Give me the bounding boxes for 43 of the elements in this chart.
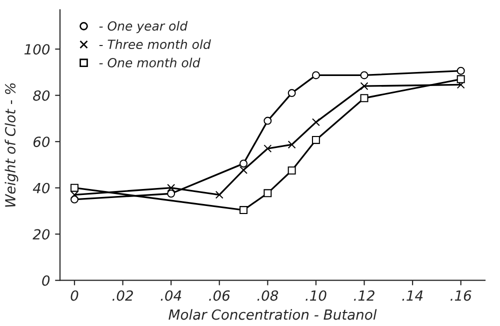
y-tick-label: 80 [33,90,50,101]
x-tick-label: .12 [354,290,374,301]
point [167,184,176,192]
point [70,184,78,192]
legend-label: - One month old [99,58,200,68]
x-tick-label: .10 [306,290,326,301]
point [360,82,368,90]
point [70,190,78,199]
x-axis-title: Molar Concentration - Butanol [168,309,377,320]
y-tick-label: 40 [32,182,50,194]
point [312,136,320,144]
point [312,71,320,80]
y-tick-label: 0 [42,275,50,286]
x-tick-label: .08 [257,290,278,301]
point [360,71,368,80]
x-tick-label: .04 [160,290,182,301]
y-tick-label: 60 [33,136,50,148]
y-tick-label: 20 [32,229,50,240]
point [264,189,272,198]
point [215,190,224,199]
point [456,66,465,75]
point [167,190,176,198]
point [288,140,296,149]
y-axis-title: Weight of Clot - % [4,83,18,207]
x-tick-label: 0 [70,290,78,301]
y-tick-label: 100 [24,44,50,55]
legend-label: - One year old [99,21,188,34]
point [240,166,248,174]
x-tick-label: .16 [450,290,472,301]
point [312,118,320,126]
point [240,160,248,168]
point [264,116,272,125]
point [456,80,465,89]
point [264,144,272,153]
point [288,89,296,98]
x-tick-label: .02 [112,290,133,301]
point [240,206,248,214]
x-tick-label: .06 [209,290,230,301]
point [456,75,465,84]
legend-label: - Three month old [99,39,211,50]
point [360,94,368,102]
point [288,166,296,174]
x-tick-label: .14 [402,290,423,301]
